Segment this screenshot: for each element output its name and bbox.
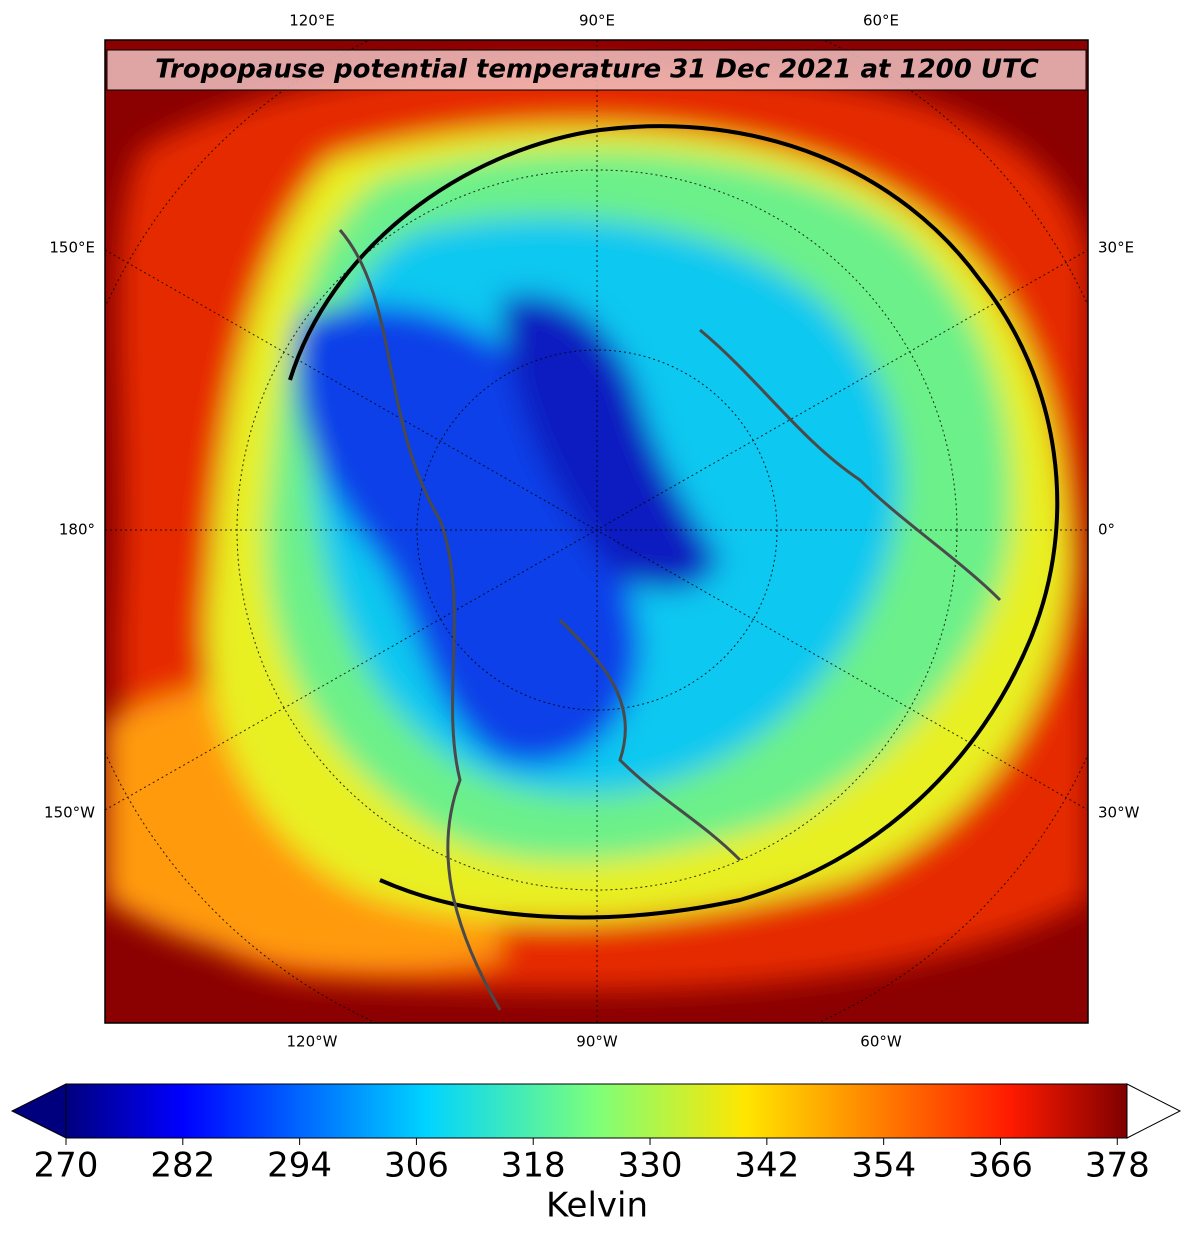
title-box [106, 49, 1087, 91]
colorbar-tick-label: 270 [34, 1146, 99, 1186]
colorbar-tick-label: 378 [1085, 1146, 1150, 1186]
colorbar-tick-label: 366 [968, 1146, 1033, 1186]
lon-label: 120°E [289, 12, 335, 30]
map-title: Tropopause potential temperature 31 Dec … [155, 55, 1039, 85]
lon-label: 150°E [49, 239, 95, 257]
map-field [105, 40, 1088, 1023]
colorbar-extend-min [10, 1083, 67, 1139]
colorbar-tick-label: 342 [734, 1146, 799, 1186]
colorbar-label: Kelvin [546, 1186, 648, 1226]
lon-label: 0° [1098, 521, 1115, 539]
colorbar-tick-label: 318 [501, 1146, 566, 1186]
lon-label: 30°E [1098, 239, 1134, 257]
colorbar-frame [65, 1083, 1128, 1139]
colorbar-tick-label: 354 [851, 1146, 916, 1186]
lon-label: 180° [59, 521, 95, 539]
lon-label: 150°W [44, 804, 95, 822]
colorbar [66, 1084, 1127, 1138]
colorbar-tick-label: 282 [150, 1146, 215, 1186]
colorbar-extend-max [1126, 1083, 1182, 1139]
map-frame [104, 39, 1089, 1024]
lon-label: 90°W [576, 1033, 618, 1051]
colorbar-tick-label: 330 [618, 1146, 683, 1186]
lon-label: 120°W [287, 1033, 338, 1051]
lon-label: 60°W [860, 1033, 902, 1051]
colorbar-tick-label: 294 [267, 1146, 332, 1186]
lon-label: 60°E [863, 12, 899, 30]
colorbar-tick-label: 306 [384, 1146, 449, 1186]
lon-label: 30°W [1098, 804, 1140, 822]
lon-label: 90°E [579, 12, 615, 30]
